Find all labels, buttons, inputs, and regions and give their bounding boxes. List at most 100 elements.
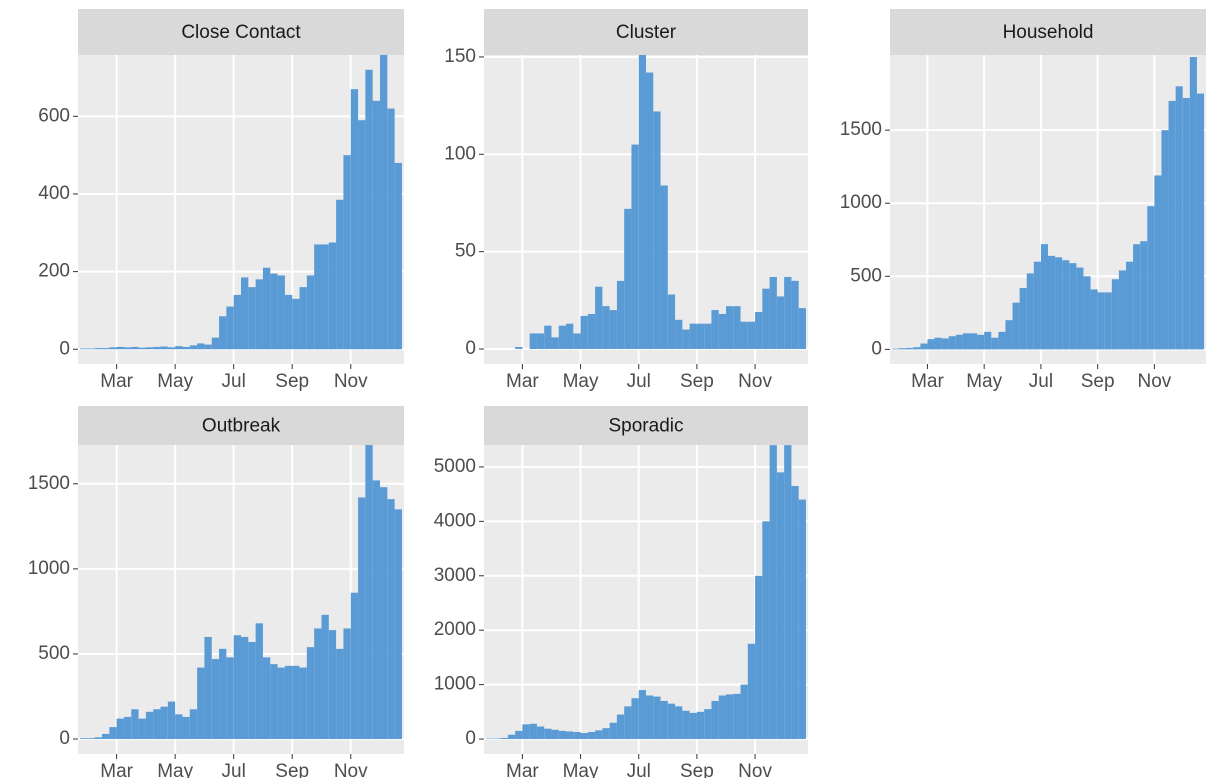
bar bbox=[255, 623, 263, 740]
bar bbox=[160, 706, 168, 740]
bar bbox=[219, 648, 227, 740]
y-tick-label: 1500 bbox=[840, 119, 882, 140]
bar bbox=[94, 348, 102, 350]
strip bbox=[484, 406, 808, 445]
y-tick-label: 400 bbox=[38, 183, 70, 204]
bar bbox=[1062, 260, 1070, 350]
bar bbox=[653, 111, 661, 350]
bar bbox=[204, 344, 212, 350]
bar bbox=[733, 693, 741, 740]
y-tick-label: 4000 bbox=[434, 510, 476, 531]
bar bbox=[336, 199, 344, 350]
x-tick-label: May bbox=[563, 371, 599, 392]
bar bbox=[675, 706, 683, 740]
bar bbox=[211, 337, 220, 350]
bar bbox=[1147, 206, 1155, 350]
bar bbox=[380, 487, 388, 740]
bar bbox=[747, 643, 756, 740]
bar bbox=[1069, 263, 1077, 350]
bar bbox=[394, 509, 402, 740]
bar bbox=[241, 636, 249, 740]
bar bbox=[927, 339, 935, 350]
bar bbox=[638, 690, 646, 740]
bar bbox=[1012, 302, 1020, 350]
bar bbox=[131, 709, 139, 740]
bar bbox=[270, 664, 278, 740]
bar bbox=[80, 738, 88, 740]
y-tick-label: 500 bbox=[38, 643, 70, 664]
bar bbox=[1019, 287, 1027, 350]
bar bbox=[573, 731, 581, 740]
y-tick-label: 150 bbox=[444, 46, 476, 67]
x-tick-label: Jul bbox=[627, 761, 651, 778]
bar bbox=[609, 310, 617, 350]
bar bbox=[906, 347, 914, 350]
bar bbox=[1133, 244, 1141, 350]
bar bbox=[1126, 261, 1134, 350]
bar bbox=[755, 312, 763, 350]
bar bbox=[314, 244, 322, 350]
bar bbox=[255, 279, 263, 350]
bar bbox=[769, 445, 777, 740]
x-tick-label: Nov bbox=[1137, 371, 1171, 392]
bar bbox=[500, 737, 508, 740]
y-tick-label: 600 bbox=[38, 105, 70, 126]
bar bbox=[1111, 279, 1119, 350]
bar bbox=[1076, 267, 1084, 350]
x-tick-label: Mar bbox=[911, 371, 944, 392]
bar bbox=[969, 333, 978, 350]
y-tick-label: 1000 bbox=[840, 192, 882, 213]
bar bbox=[920, 343, 928, 350]
bar bbox=[566, 323, 574, 350]
bar bbox=[493, 738, 501, 740]
bar bbox=[270, 273, 278, 350]
bar bbox=[160, 346, 168, 350]
bar bbox=[529, 723, 537, 740]
y-tick-label: 500 bbox=[850, 265, 882, 286]
bar bbox=[175, 714, 183, 740]
bar bbox=[566, 731, 574, 740]
bar bbox=[682, 329, 690, 350]
bar bbox=[955, 334, 963, 350]
bar bbox=[899, 348, 907, 350]
bar bbox=[138, 718, 146, 740]
bar bbox=[696, 711, 705, 740]
bar bbox=[667, 294, 676, 350]
bar bbox=[1033, 261, 1041, 350]
bar bbox=[675, 319, 683, 350]
bar bbox=[197, 667, 205, 740]
y-tick-label: 0 bbox=[871, 338, 882, 359]
bar bbox=[558, 325, 567, 350]
y-tick-label: 0 bbox=[59, 338, 70, 359]
bar bbox=[131, 346, 139, 350]
x-tick-label: May bbox=[157, 371, 193, 392]
bar bbox=[1048, 255, 1056, 350]
bar bbox=[762, 288, 770, 350]
bar bbox=[682, 710, 690, 740]
bar bbox=[602, 728, 610, 740]
bar bbox=[1154, 175, 1162, 350]
bar bbox=[321, 614, 329, 740]
bar bbox=[350, 592, 359, 740]
bar bbox=[233, 635, 241, 740]
bar bbox=[138, 347, 146, 350]
bar bbox=[1175, 86, 1183, 350]
bar bbox=[226, 657, 234, 740]
x-tick-label: Mar bbox=[100, 761, 133, 778]
bar bbox=[515, 347, 523, 350]
bar bbox=[704, 323, 712, 350]
bar bbox=[776, 472, 785, 740]
x-tick-label: Jul bbox=[222, 761, 246, 778]
x-tick-label: Mar bbox=[506, 761, 539, 778]
bar bbox=[101, 733, 110, 740]
bar bbox=[631, 698, 639, 740]
y-tick-label: 1000 bbox=[28, 558, 70, 579]
strip bbox=[78, 406, 404, 445]
bar bbox=[123, 347, 132, 350]
strip bbox=[484, 9, 808, 55]
bar bbox=[109, 727, 117, 740]
bar bbox=[233, 294, 241, 350]
bar bbox=[204, 636, 212, 740]
bar bbox=[791, 485, 799, 740]
y-tick-label: 100 bbox=[444, 143, 476, 164]
